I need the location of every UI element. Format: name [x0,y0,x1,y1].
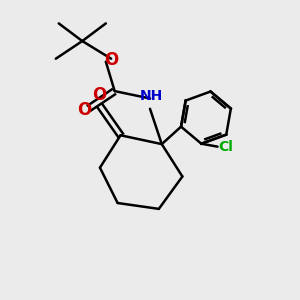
Text: NH: NH [140,89,163,103]
Text: Cl: Cl [218,140,233,154]
Text: O: O [104,51,118,69]
Text: O: O [76,101,91,119]
Text: O: O [92,86,106,104]
